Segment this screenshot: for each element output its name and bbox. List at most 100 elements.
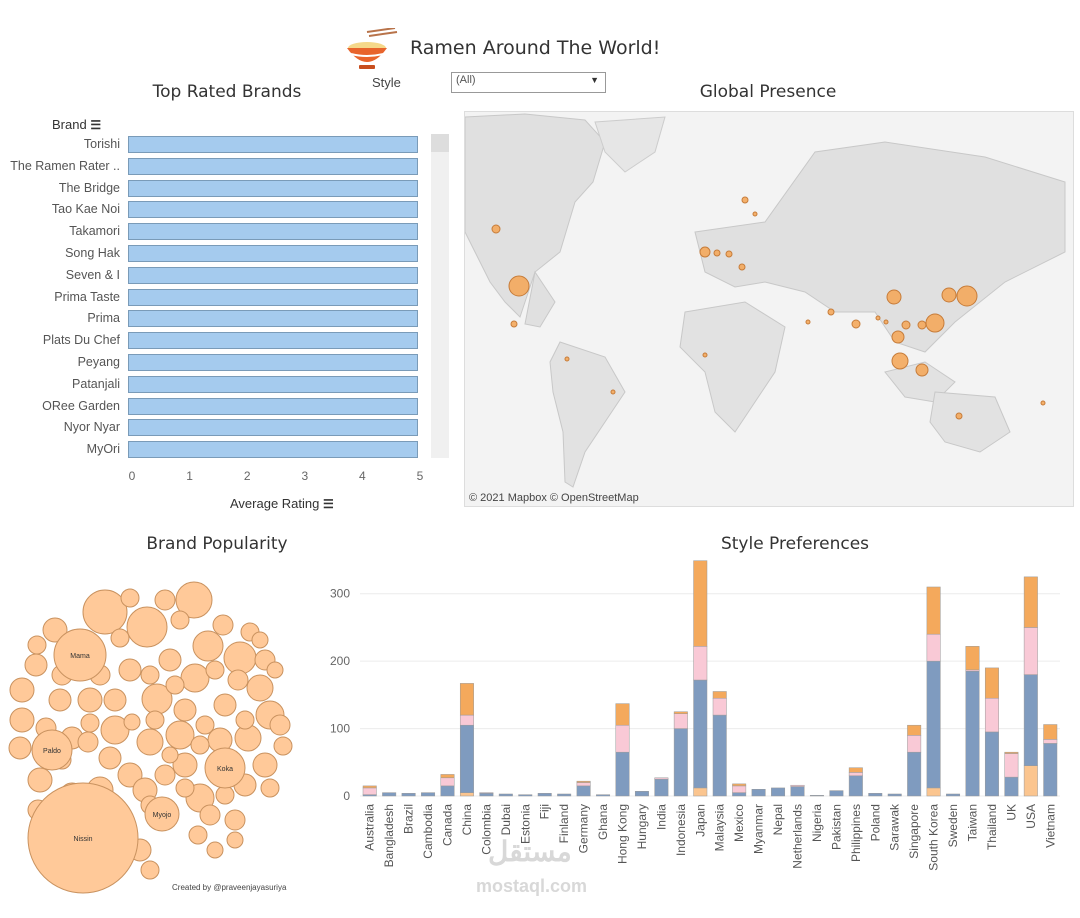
style-bar-segment[interactable] (401, 793, 416, 797)
style-bar-segment[interactable] (440, 785, 455, 797)
brand-bubble[interactable] (190, 735, 210, 755)
style-bar-segment[interactable] (790, 784, 805, 787)
brand-bubble[interactable] (145, 710, 165, 730)
style-bar-segment[interactable] (479, 793, 494, 797)
style-bar-segment[interactable] (498, 793, 513, 797)
style-bar-segment[interactable] (654, 777, 669, 780)
style-bar-segment[interactable] (479, 792, 494, 794)
brand-bubble[interactable] (235, 710, 255, 730)
brand-bubble[interactable] (269, 714, 291, 736)
brand-row[interactable]: Takamori (0, 222, 430, 242)
style-bar-segment[interactable] (984, 667, 999, 699)
brand-row[interactable]: The Bridge (0, 179, 430, 199)
brand-bar[interactable] (128, 375, 418, 393)
style-bar-segment[interactable] (537, 793, 552, 797)
brand-bubble[interactable] (215, 785, 235, 805)
brand-bubble[interactable] (9, 677, 35, 703)
brand-row[interactable]: Prima (0, 309, 430, 329)
brand-bubble[interactable] (126, 606, 168, 648)
brand-bubble[interactable] (136, 728, 164, 756)
brand-row[interactable]: Tao Kae Noi (0, 200, 430, 220)
style-bar-segment[interactable] (382, 792, 397, 797)
style-bar-segment[interactable] (693, 787, 708, 797)
style-bar-segment[interactable] (946, 793, 961, 797)
style-filter-dropdown[interactable]: (All) ▼ (451, 72, 606, 93)
style-bar-segment[interactable] (926, 633, 941, 662)
style-bar-segment[interactable] (557, 793, 572, 797)
brand-bubble[interactable] (273, 736, 293, 756)
brand-bubble[interactable] (161, 746, 179, 764)
style-bar-segment[interactable] (362, 787, 377, 795)
brand-bubble[interactable] (195, 715, 215, 735)
style-bar-segment[interactable] (1043, 743, 1058, 797)
brand-bar[interactable] (128, 201, 418, 219)
brand-bubble[interactable] (213, 693, 237, 717)
brand-axis-header[interactable]: Brand ☰ (52, 117, 101, 132)
brand-bubble[interactable] (80, 713, 100, 733)
style-bar-segment[interactable] (1023, 576, 1038, 628)
brand-bubble[interactable] (42, 617, 68, 643)
scrollbar-thumb[interactable] (431, 134, 449, 152)
style-bar-segment[interactable] (790, 786, 805, 797)
style-bar-segment[interactable] (596, 794, 611, 797)
brand-row[interactable]: The Ramen Rater .. (0, 157, 430, 177)
style-bar-segment[interactable] (712, 714, 727, 797)
brand-bubble[interactable] (103, 688, 127, 712)
brand-bar[interactable] (128, 310, 418, 328)
brand-row[interactable]: Nyor Nyar (0, 418, 430, 438)
brand-bar[interactable] (128, 332, 418, 350)
brand-bubble[interactable] (82, 589, 128, 635)
brand-bubble[interactable] (226, 831, 244, 849)
brand-bubble[interactable] (123, 713, 141, 731)
brand-bubble[interactable] (27, 635, 47, 655)
brand-bubble[interactable] (31, 729, 73, 771)
style-bar-segment[interactable] (907, 751, 922, 797)
brand-bubble[interactable] (100, 715, 130, 745)
brand-bubble[interactable] (180, 663, 210, 693)
brand-row[interactable]: Prima Taste (0, 288, 430, 308)
brand-bar[interactable] (128, 245, 418, 262)
style-bar-segment[interactable] (1004, 751, 1019, 754)
style-bar-segment[interactable] (362, 785, 377, 789)
style-bar-segment[interactable] (771, 787, 786, 797)
brand-row[interactable]: Peyang (0, 353, 430, 373)
brand-bubble[interactable] (24, 653, 48, 677)
style-bar-segment[interactable] (693, 646, 708, 681)
style-bar-segment[interactable] (907, 724, 922, 736)
style-bar-segment[interactable] (712, 691, 727, 699)
style-bar-segment[interactable] (459, 724, 474, 793)
brand-row[interactable]: Torishi (0, 135, 430, 155)
brand-bar[interactable] (128, 288, 418, 306)
brand-bubble[interactable] (212, 614, 234, 636)
brand-bubble[interactable] (117, 762, 143, 788)
brand-bubble[interactable] (204, 747, 246, 789)
brand-bubble[interactable] (118, 658, 142, 682)
style-bar-segment[interactable] (1043, 724, 1058, 740)
style-bar-segment[interactable] (576, 780, 591, 783)
style-bar-segment[interactable] (965, 671, 980, 797)
brand-row[interactable]: MyOri (0, 440, 430, 460)
brand-bubble[interactable] (175, 778, 195, 798)
brand-row[interactable]: Seven & I (0, 266, 430, 286)
brand-bubble[interactable] (110, 628, 130, 648)
style-bar-segment[interactable] (926, 787, 941, 797)
style-bar-segment[interactable] (615, 751, 630, 797)
brand-bubble[interactable] (172, 752, 198, 778)
brand-row[interactable]: ORee Garden (0, 397, 430, 417)
brand-bubble[interactable] (53, 628, 107, 682)
brand-row[interactable]: Plats Du Chef (0, 331, 430, 351)
brand-bubble[interactable] (27, 782, 139, 894)
brand-row[interactable]: Patanjali (0, 375, 430, 395)
style-bar-segment[interactable] (848, 767, 863, 773)
brand-bar[interactable] (128, 354, 418, 371)
brand-bar[interactable] (128, 266, 418, 284)
style-bar-segment[interactable] (907, 735, 922, 753)
brand-bar[interactable] (128, 441, 418, 459)
style-bar-segment[interactable] (459, 683, 474, 716)
brand-bubble[interactable] (8, 736, 32, 760)
brand-bubble[interactable] (98, 746, 122, 770)
style-bar-segment[interactable] (965, 646, 980, 671)
brand-bubble[interactable] (188, 825, 208, 845)
style-bar-segment[interactable] (1043, 739, 1058, 744)
style-bar-segment[interactable] (1023, 674, 1038, 766)
